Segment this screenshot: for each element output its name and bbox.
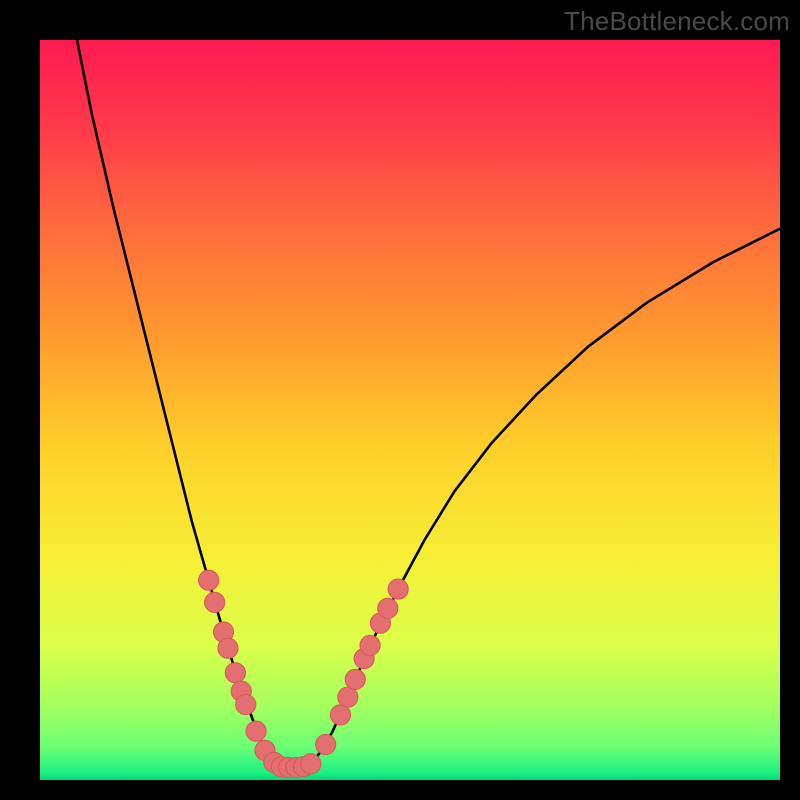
plot-background <box>40 40 780 780</box>
marker-dot <box>301 754 321 774</box>
marker-dot <box>199 570 219 590</box>
plot-svg <box>40 40 780 780</box>
marker-dot <box>205 592 225 612</box>
marker-dot <box>236 695 256 715</box>
plot-area <box>40 40 780 780</box>
marker-dot <box>246 721 266 741</box>
marker-dot <box>378 598 398 618</box>
marker-dot <box>360 635 380 655</box>
marker-dot <box>338 687 358 707</box>
marker-dot <box>330 705 350 725</box>
watermark-text: TheBottleneck.com <box>564 6 790 37</box>
marker-dot <box>316 734 336 754</box>
marker-dot <box>225 663 245 683</box>
marker-dot <box>218 638 238 658</box>
marker-dot <box>388 579 408 599</box>
chart-frame: TheBottleneck.com <box>0 0 800 800</box>
marker-dot <box>345 669 365 689</box>
